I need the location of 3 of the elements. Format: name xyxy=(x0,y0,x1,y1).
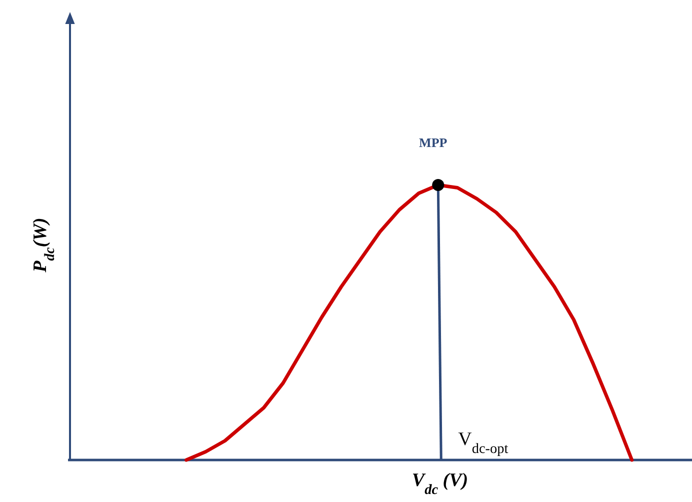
annotation: V$_{dc-opt}$ xyxy=(458,429,508,457)
x-axis-title: V$_{dc}$ (V) xyxy=(412,470,468,498)
text: MPP xyxy=(419,135,448,150)
